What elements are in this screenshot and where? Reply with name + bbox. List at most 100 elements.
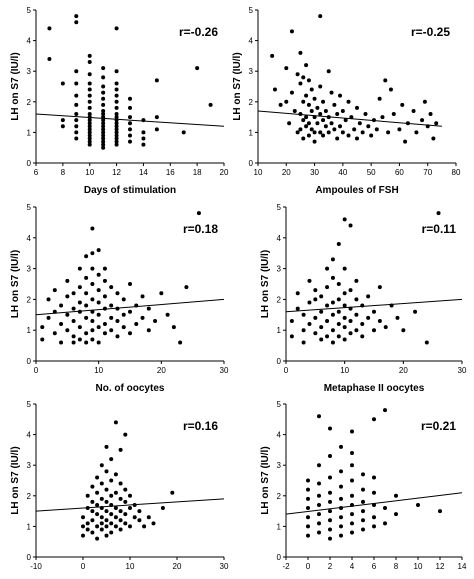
data-point <box>318 14 323 19</box>
data-point <box>74 81 79 86</box>
x-tick-label: 80 <box>452 168 461 177</box>
data-point <box>99 506 104 511</box>
data-point <box>114 139 119 144</box>
data-point <box>87 139 92 144</box>
data-point <box>321 133 326 138</box>
data-point <box>411 108 416 113</box>
data-point <box>87 133 92 138</box>
y-axis-label: LH on S7 (IU/l) <box>10 446 21 514</box>
data-point <box>196 211 201 216</box>
data-point <box>87 105 92 110</box>
data-point <box>319 337 324 342</box>
data-point <box>95 490 100 495</box>
data-point <box>342 337 347 342</box>
data-point <box>360 130 365 135</box>
data-point <box>128 115 132 120</box>
data-point <box>372 328 376 333</box>
data-point <box>95 536 100 541</box>
data-point <box>141 130 146 135</box>
data-point <box>101 124 106 129</box>
data-point <box>315 121 320 126</box>
data-point <box>366 294 371 299</box>
data-point <box>74 130 79 135</box>
data-point <box>309 108 314 113</box>
panel-ampoules-of-fsh: 10 20 30 40 50 60 70 80 0 1 2 3 4 5 Ampoules of FSH LH … <box>232 6 461 196</box>
x-tick-label: 20 <box>157 366 166 375</box>
data-point <box>109 285 114 290</box>
data-point <box>115 334 120 339</box>
data-point <box>328 527 332 532</box>
data-point <box>366 315 371 320</box>
data-point <box>141 118 146 123</box>
data-point <box>101 133 106 138</box>
data-point <box>114 124 119 129</box>
data-point <box>102 278 107 283</box>
data-point <box>140 294 145 299</box>
data-point <box>383 78 388 83</box>
data-point <box>340 108 345 113</box>
data-point <box>342 291 347 296</box>
data-point <box>304 63 309 68</box>
data-point <box>104 509 109 514</box>
data-point <box>74 124 79 129</box>
y-tick-label: 2 <box>27 98 32 107</box>
x-tick-label: 20 <box>220 168 229 177</box>
x-tick-label: 12 <box>112 168 121 177</box>
data-point <box>354 328 359 333</box>
data-point <box>348 331 353 336</box>
data-point <box>389 303 394 308</box>
data-point <box>330 275 335 280</box>
data-point <box>208 102 213 107</box>
data-point <box>71 334 76 339</box>
data-point <box>313 315 318 320</box>
data-point <box>298 112 303 117</box>
data-point <box>328 490 332 495</box>
data-point <box>101 142 106 147</box>
y-tick-label: 3 <box>277 461 282 470</box>
data-point <box>101 121 106 126</box>
data-point <box>335 112 340 117</box>
y-tick-label: 5 <box>27 400 32 409</box>
x-tick-label: 20 <box>173 562 182 571</box>
data-point <box>87 99 92 104</box>
data-point <box>342 217 347 222</box>
data-point <box>71 306 76 311</box>
data-point <box>65 312 70 317</box>
data-point <box>272 87 277 92</box>
data-point <box>132 515 137 520</box>
data-point <box>354 312 359 317</box>
data-point <box>307 300 312 305</box>
data-point <box>118 509 123 514</box>
data-point <box>47 56 52 61</box>
data-point <box>377 318 382 323</box>
data-point <box>114 26 119 31</box>
data-point <box>101 118 106 123</box>
panel-metaphase-ii-oocytes: 0 10 20 30 0 1 2 3 4 5 Metaphase II oocytes LH on S… <box>260 203 467 394</box>
data-point <box>413 309 418 314</box>
data-point <box>114 127 119 132</box>
data-point <box>306 496 310 501</box>
data-point <box>348 223 353 228</box>
data-point <box>115 291 120 296</box>
data-point <box>87 87 92 92</box>
data-point <box>338 124 343 129</box>
data-point <box>372 475 376 480</box>
x-tick-label: 30 <box>310 168 319 177</box>
data-point <box>332 127 337 132</box>
x-tick-label: 2 <box>328 562 333 571</box>
data-point <box>84 291 89 296</box>
x-tick-label: 10 <box>254 168 263 177</box>
data-point <box>104 533 109 538</box>
panel-no-of-oocytes: 0 10 20 30 0 1 2 3 4 5 No. of oocytes LH on S7 (IU/… <box>10 203 229 394</box>
data-point <box>350 502 354 507</box>
data-point <box>317 530 321 535</box>
data-point <box>372 490 376 495</box>
data-point <box>90 530 95 535</box>
data-point <box>123 521 128 526</box>
data-point <box>342 303 347 308</box>
data-point <box>81 524 85 529</box>
data-point <box>301 99 306 104</box>
data-point <box>339 496 343 501</box>
data-point <box>372 524 376 529</box>
